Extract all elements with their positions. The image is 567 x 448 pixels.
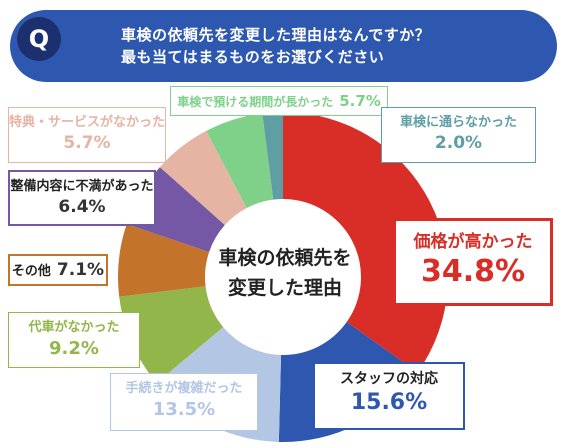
slice-label-0: 価格が高かった 34.8%: [393, 218, 553, 306]
slice-label-value: 9.2%: [49, 338, 99, 359]
question-text: 車検の依頼先を変更した理由はなんですか？ 最も当てはまるものをお選びください: [121, 24, 430, 68]
slice-label-8: 車検に通らなかった 2.0%: [381, 107, 536, 163]
slice-label-5: 整備内容に不満があった 6.4%: [8, 170, 156, 226]
pie-center-label-line-1: 車検の依頼先を: [218, 247, 352, 269]
pie-slice-6: [159, 130, 247, 226]
slice-label-value: 2.0%: [434, 133, 483, 153]
pie-slice-0: [283, 112, 449, 373]
slice-label-name: 整備内容に不満があった: [10, 179, 154, 194]
pie-center-label: 車検の依頼先を 変更した理由: [195, 243, 375, 303]
slice-label-name: 特典・サービスがなかった: [9, 115, 166, 130]
slice-label-name: スタッフの対応: [340, 371, 438, 387]
slice-label-6: 特典・サービスがなかった 5.7%: [8, 107, 166, 163]
slice-label-name: 価格が高かった: [413, 232, 533, 252]
question-line-1: 車検の依頼先を変更した理由はなんですか？: [121, 26, 431, 44]
slice-label-2: 手続きが複雑だった 13.5%: [110, 373, 258, 431]
slice-label-name: 車検で預ける期間が長かった: [177, 95, 334, 109]
slice-label-value: 5.7%: [339, 92, 381, 110]
slice-label-7: 車検で預ける期間が長かった 5.7%: [170, 86, 388, 116]
slice-label-value: 15.6%: [350, 390, 428, 415]
question-badge: Q: [17, 17, 61, 61]
slice-label-3: 代車がなかった 9.2%: [8, 312, 140, 368]
question-banner: Q 車検の依頼先を変更した理由はなんですか？ 最も当てはまるものをお選びください: [10, 10, 557, 82]
slice-label-name: 手続きが複雑だった: [125, 381, 243, 396]
question-line-2: 最も当てはまるものをお選びください: [121, 48, 385, 66]
pie-slice-3: [119, 286, 224, 383]
slice-label-value: 7.1%: [56, 260, 105, 280]
slice-label-4: その他 7.1%: [8, 254, 108, 286]
slice-label-name: 車検に通らなかった: [399, 115, 517, 130]
slice-label-value: 13.5%: [152, 399, 216, 420]
pie-slice-8: [262, 112, 283, 200]
slice-label-value: 6.4%: [58, 197, 106, 217]
slice-label-1: スタッフの対応 15.6%: [313, 362, 465, 430]
pie-center-label-line-2: 変更した理由: [227, 277, 342, 299]
slice-label-value: 34.8%: [420, 254, 526, 289]
slice-label-name: 代車がなかった: [28, 320, 120, 335]
pie-slice-4: [118, 224, 210, 297]
slice-label-name: その他: [11, 264, 51, 279]
pie-slice-7: [206, 113, 274, 208]
slice-label-value: 5.7%: [63, 133, 111, 153]
